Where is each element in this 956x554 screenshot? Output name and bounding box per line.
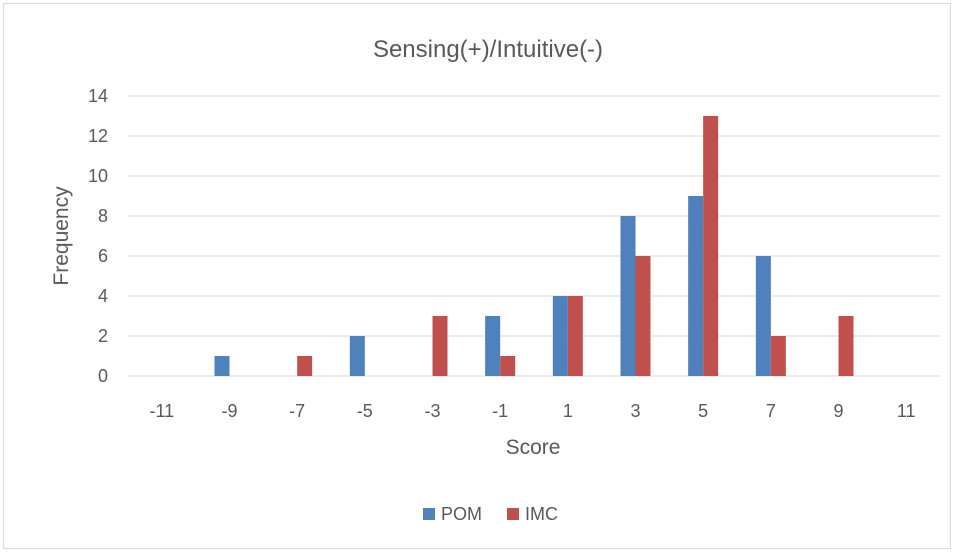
- bar-imc--1: [500, 356, 516, 376]
- bars: [214, 116, 854, 376]
- bar-imc-9: [838, 316, 854, 376]
- bar-imc--3: [432, 316, 448, 376]
- x-axis-ticks: -11 -9 -7 -5 -3 -1 1 3 5 7 9 11: [149, 401, 915, 421]
- x-tick-label: 5: [698, 401, 708, 421]
- y-tick-label: 12: [88, 126, 108, 146]
- y-axis-title: Frequency: [50, 186, 73, 286]
- bar-pom-5: [688, 196, 704, 376]
- y-tick-label: 14: [88, 86, 108, 106]
- legend-label-imc: IMC: [525, 504, 558, 524]
- bar-pom-1: [552, 296, 568, 376]
- bar-imc-3: [635, 256, 651, 376]
- legend: POM IMC: [423, 504, 558, 524]
- bar-pom-3: [620, 216, 636, 376]
- gridlines: [128, 95, 940, 377]
- x-tick-label: -5: [357, 401, 373, 421]
- y-tick-label: 2: [98, 326, 108, 346]
- x-tick-label: 9: [833, 401, 843, 421]
- bar-imc--7: [297, 356, 313, 376]
- chart-title: Sensing(+)/Intuitive(-): [373, 36, 603, 63]
- chart-frame: [3, 3, 951, 549]
- y-tick-label: 10: [88, 166, 108, 186]
- bar-imc-5: [703, 116, 719, 376]
- x-tick-label: 1: [563, 401, 573, 421]
- y-tick-label: 4: [98, 286, 108, 306]
- bar-pom--9: [214, 356, 230, 376]
- bar-pom--5: [349, 336, 365, 376]
- y-tick-label: 8: [98, 206, 108, 226]
- bar-pom--1: [485, 316, 501, 376]
- legend-swatch-imc: [507, 508, 519, 520]
- bar-pom-7: [755, 256, 771, 376]
- x-tick-label: 11: [897, 401, 916, 421]
- x-tick-label: 3: [630, 401, 640, 421]
- bar-imc-1: [567, 296, 583, 376]
- x-tick-label: 7: [766, 401, 776, 421]
- bar-imc-7: [770, 336, 786, 376]
- y-axis-ticks: 0 2 4 6 8 10 12 14: [88, 86, 108, 386]
- x-axis-title: Score: [506, 436, 561, 459]
- y-tick-label: 6: [98, 246, 108, 266]
- x-tick-label: -3: [424, 401, 440, 421]
- x-tick-label: -1: [492, 401, 508, 421]
- y-tick-label: 0: [98, 366, 108, 386]
- legend-label-pom: POM: [441, 504, 482, 524]
- x-tick-label: -7: [289, 401, 305, 421]
- x-tick-label: -11: [149, 401, 174, 421]
- x-tick-label: -9: [221, 401, 237, 421]
- legend-swatch-pom: [423, 508, 435, 520]
